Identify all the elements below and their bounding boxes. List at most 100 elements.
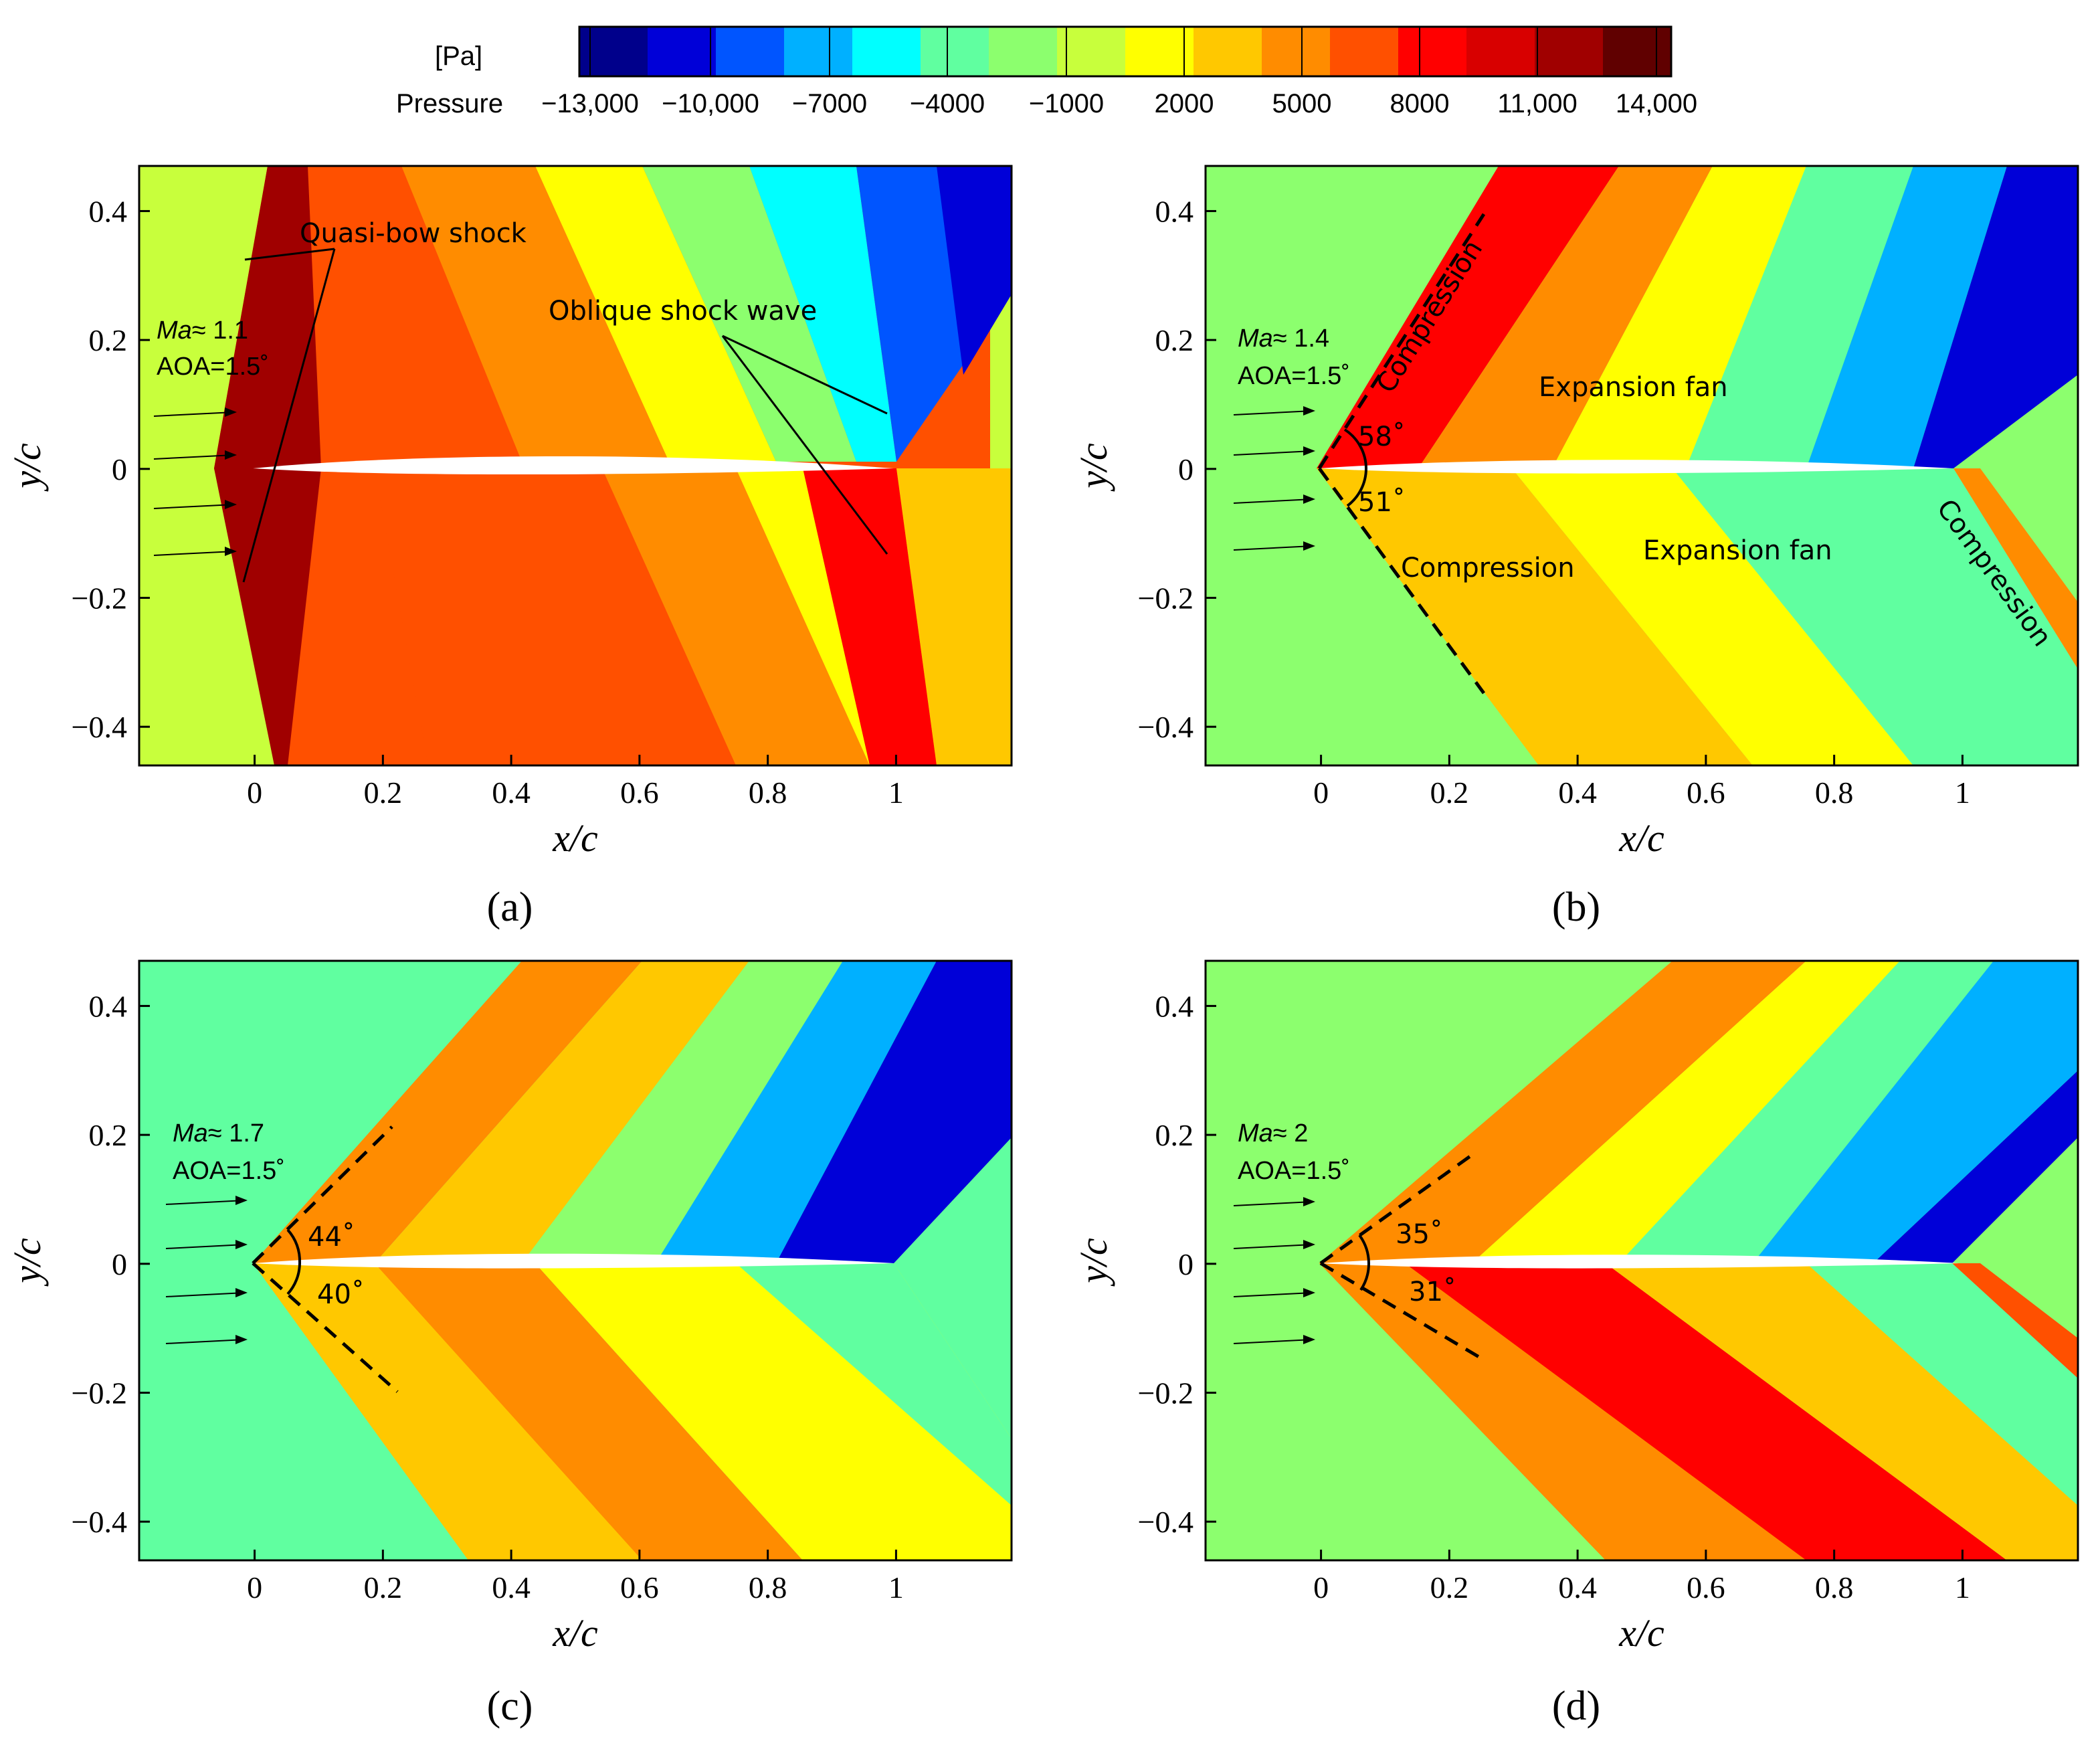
flow-conditions: Ma≈ 1.1 AOA=1.5˚ Ma≈ 1.4 AOA=1.5˚ Ma≈ 1.… [157,316,1350,1185]
freestream-arrowhead [1303,541,1315,551]
panel-caption: (a) [487,885,533,930]
x-tick-label: 0 [247,775,262,810]
x-tick-label: 0.2 [364,1570,403,1604]
y-tick-label: −0.4 [1138,710,1194,744]
freestream-arrowhead [1303,1288,1315,1297]
colorbar-tick-label: −13,000 [541,89,639,118]
freestream-arrow [165,1244,246,1249]
freestream-arrow [1233,1339,1313,1344]
y-tick-label: −0.4 [1138,1505,1194,1539]
panel-b-shock-upper [1317,213,1486,470]
panel-c-aoa: AOA=1.5˚ [173,1157,285,1185]
panel-d-shock-lower [1319,1261,1483,1360]
panel-d-angle-arc-lower [1359,1263,1371,1291]
x-axis-label: x/c [1618,1611,1664,1655]
y-tick-label: 0.2 [89,1118,128,1152]
colorbar-swatches [579,27,1672,76]
upper-compression [1319,961,1806,1263]
colorbar-swatch [1057,27,1126,76]
lower-expansion-2 [1806,1263,2078,1505]
x-tick-label: 0.6 [1687,775,1725,810]
panel-c-field [139,961,1012,1560]
freestream-arrow [153,411,235,417]
airfoil [253,1253,894,1269]
oblique-shock-band [803,468,937,765]
freestream-arrowhead [225,407,237,417]
lower-region-2 [602,468,870,765]
lower-core [1405,1263,2007,1560]
oblique-shock-arrow-lower [721,335,888,555]
colorbar-unit: [Pa] [435,41,482,71]
freestream-arrowhead [1303,1197,1315,1206]
y-tick-label: 0.2 [1155,1118,1194,1152]
panel-b-field [1206,166,2078,765]
x-tick-label: 1 [1955,775,1970,810]
panel-c [139,961,1012,1560]
freestream-arrow [165,1339,246,1344]
colorbar-tick-label: −10,000 [662,89,759,118]
upper-expansion-3 [656,961,937,1263]
panel-b [1206,166,2078,765]
plot-frame [1204,165,2079,767]
y-tick-label: 0.2 [1155,323,1194,357]
freestream-arrows [153,406,1315,1344]
upper-expansion-5 [1913,166,2078,468]
colorbar-swatch [921,27,989,76]
panel-b-angle-upper: 58˚ [1358,422,1406,452]
upper-expansion-1 [401,166,669,462]
panel-b-aoa: AOA=1.5˚ [1238,362,1350,390]
panel-c-angle-upper: 44˚ [308,1222,355,1253]
x-tick-label: 0.8 [749,775,787,810]
panel-c-shock-upper [252,1125,393,1265]
dark-shock-core [214,166,321,765]
x-tick-label: 0.6 [620,1570,659,1604]
upper-compression [1317,166,1619,468]
x-axis-label: x/c [1618,816,1664,860]
y-tick-label: 0.4 [1155,194,1194,228]
freestream-arrow [153,454,235,460]
wake-right [896,468,1012,765]
quasi-bow-arrow-lower [242,248,336,583]
axes: 0 0.2 0.4 0.6 0.8 1−0.4−0.200.20.4x/cy/c(a)0 0… [5,165,2079,1729]
y-axis-label: y/c [5,443,49,492]
panel-b-angle-arc-upper [1343,428,1367,469]
colorbar-swatch [989,27,1058,76]
x-tick-label: 0.4 [492,775,531,810]
x-tick-label: 1 [1955,1570,1970,1604]
colorbar-swatch [1194,27,1262,76]
x-tick-label: 1 [888,1570,904,1604]
freestream-arrowhead [1303,1335,1315,1344]
colorbar-swatch [1603,27,1672,76]
lower-expansion-1 [1512,468,1913,765]
x-tick-label: 0.8 [1815,1570,1854,1604]
expansion-fan-upper-label: Expansion fan [1539,372,1728,403]
freestream-arrow [1233,545,1313,551]
freestream-arrow [1233,1201,1313,1206]
x-axis-label: x/c [552,816,598,860]
trailing-compression [1953,468,2078,669]
panel-d-mach: Ma≈ 2 [1238,1119,1308,1147]
colorbar-tick-label: 8000 [1390,89,1450,118]
panel-a-axes: 0 0.2 0.4 0.6 0.8 1 −0.4 −0.2 0 0.2 0.4 x/c y/c (a) [5,165,1013,930]
panel-caption: (d) [1552,1683,1600,1729]
x-tick-label: 0.8 [749,1570,787,1604]
colorbar-tick-label: 14,000 [1616,89,1697,118]
panel-d-field [1206,961,2078,1560]
y-tick-label: 0 [112,452,127,486]
freestream-arrow [153,504,235,509]
freestream-arrow [153,551,235,556]
x-axis-label: x/c [552,1611,598,1655]
x-tick-label: 0.4 [1558,775,1597,810]
freestream-arrowhead [225,450,237,460]
oblique-shock-arrow-upper [722,335,888,415]
airfoil [1321,1255,1959,1269]
y-tick-label: 0.4 [1155,989,1194,1023]
lower-expansion-2 [1673,468,2078,765]
panel-a-mach: Ma≈ 1.1 [157,316,248,345]
freestream-arrow [1233,1244,1313,1249]
x-tick-label: 0 [247,1570,262,1604]
compression-lower-label: Compression [1401,553,1575,583]
panel-d [1206,961,2078,1560]
x-tick-label: 0.8 [1815,775,1854,810]
